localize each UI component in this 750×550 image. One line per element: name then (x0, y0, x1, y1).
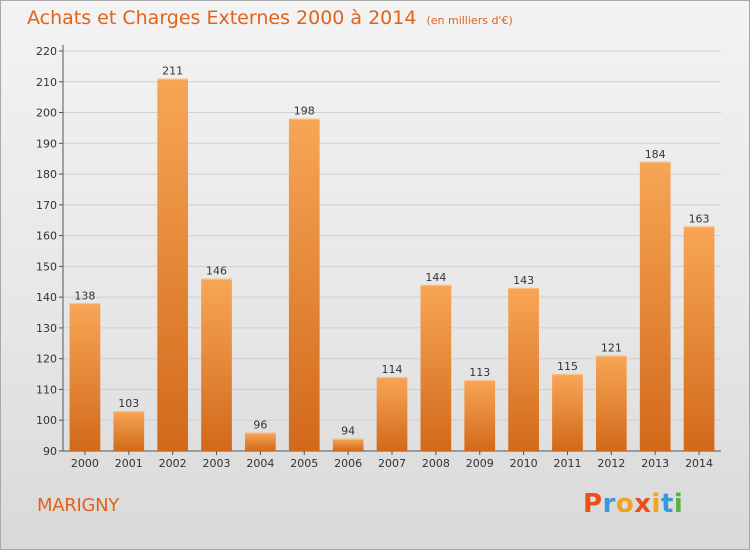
logo-letter: r (602, 489, 616, 519)
x-tick-label-2012: 2012 (597, 457, 625, 470)
logo-letter: t (660, 489, 674, 519)
logo-letter: P (583, 489, 603, 519)
value-label-2012: 121 (601, 342, 622, 355)
bar-2008 (420, 284, 452, 451)
x-tick-label-2013: 2013 (641, 457, 669, 470)
y-tick-label: 210 (36, 76, 57, 89)
x-tick-label-2010: 2010 (510, 457, 538, 470)
labels: 90 100 110 120 130 140 150 160 170 180 190 200 210 22… (36, 45, 713, 470)
value-label-2011: 115 (557, 360, 578, 373)
bar-2000 (69, 303, 101, 451)
x-tick-label-2002: 2002 (159, 457, 187, 470)
value-label-2001: 103 (118, 397, 139, 410)
bar-2014 (683, 226, 715, 451)
bar-2010 (508, 287, 539, 451)
y-tick-label: 180 (36, 168, 57, 181)
x-tick-label-2005: 2005 (290, 457, 318, 470)
value-label-2008: 144 (425, 271, 446, 284)
logo-letter: i (651, 489, 661, 519)
commune-name: MARIGNY (37, 495, 119, 516)
bar-2003 (201, 278, 232, 451)
y-tick-label: 160 (36, 230, 57, 243)
y-tick-label: 150 (36, 260, 57, 273)
chart-unit-label: (en milliers d'€) (426, 14, 513, 27)
logo-letter: x (634, 489, 652, 519)
bar-2002 (157, 78, 189, 451)
value-label-2002: 211 (162, 65, 183, 78)
x-tick-label-2003: 2003 (203, 457, 231, 470)
y-tick-label: 100 (36, 414, 57, 427)
x-tick-label-2007: 2007 (378, 457, 406, 470)
y-tick-label: 220 (36, 45, 57, 58)
x-tick-label-2004: 2004 (246, 457, 274, 470)
bar-2011 (552, 374, 583, 451)
x-tick-label-2011: 2011 (553, 457, 581, 470)
x-tick-label-2014: 2014 (685, 457, 713, 470)
x-tick-label-2008: 2008 (422, 457, 450, 470)
value-label-2005: 198 (294, 105, 315, 118)
y-tick-label: 90 (43, 445, 57, 458)
y-tick-label: 140 (36, 291, 57, 304)
bar-2007 (376, 377, 408, 451)
x-tick-label-2006: 2006 (334, 457, 362, 470)
value-label-2003: 146 (206, 265, 227, 278)
chart-title: Achats et Charges Externes 2000 à 2014 (e… (27, 7, 513, 29)
value-label-2009: 113 (469, 366, 490, 379)
bar-2012 (595, 355, 627, 451)
value-label-2004: 96 (253, 419, 267, 432)
value-label-2014: 163 (689, 212, 710, 225)
value-label-2010: 143 (513, 274, 534, 287)
bar-2001 (113, 411, 145, 451)
y-tick-label: 170 (36, 199, 57, 212)
chart-title-text: Achats et Charges Externes 2000 à 2014 (27, 7, 417, 29)
x-tick-label-2001: 2001 (115, 457, 143, 470)
proxiti-logo[interactable]: Proxiti (583, 489, 683, 519)
y-tick-label: 200 (36, 107, 57, 120)
value-label-2000: 138 (74, 289, 95, 302)
bar-2004 (245, 432, 276, 451)
bar-2005 (288, 118, 320, 451)
value-label-2006: 94 (341, 425, 355, 438)
value-label-2013: 184 (645, 148, 666, 161)
bars (69, 78, 715, 451)
bar-2013 (639, 161, 671, 451)
x-tick-label-2000: 2000 (71, 457, 99, 470)
bar-2009 (464, 380, 496, 451)
x-tick-label-2009: 2009 (466, 457, 494, 470)
y-tick-label: 130 (36, 322, 57, 335)
bar-2006 (332, 438, 364, 451)
y-tick-label: 110 (36, 383, 57, 396)
value-label-2007: 114 (382, 363, 403, 376)
logo-letter: i (673, 489, 684, 519)
y-tick-label: 120 (36, 353, 57, 366)
logo-letter: o (615, 489, 635, 519)
y-tick-label: 190 (36, 137, 57, 150)
